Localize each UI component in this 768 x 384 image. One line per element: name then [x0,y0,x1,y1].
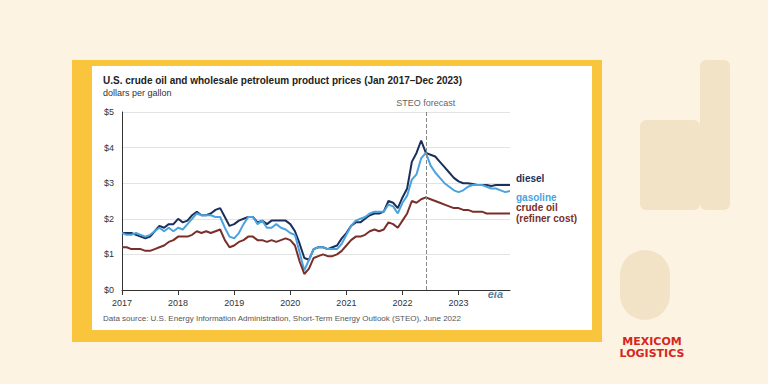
svg-text:eia: eia [488,288,503,300]
svg-text:2017: 2017 [112,298,132,308]
svg-text:$4: $4 [104,143,114,153]
svg-text:crude oil: crude oil [516,202,558,213]
svg-text:STEO forecast: STEO forecast [396,98,456,108]
svg-text:U.S. crude oil and wholesale p: U.S. crude oil and wholesale petroleum p… [103,75,462,86]
html-text:MEXICOM LOGISTICS: MEXICOM LOGISTICS [619,335,685,360]
svg-text:gasoline: gasoline [516,192,557,203]
svg-text:2018: 2018 [168,298,188,308]
svg-text:2019: 2019 [224,298,244,308]
svg-text:$0: $0 [104,285,114,295]
svg-text:2023: 2023 [449,298,469,308]
svg-text:(refiner cost): (refiner cost) [516,213,577,224]
svg-text:2022: 2022 [392,298,412,308]
svg-text:diesel: diesel [516,173,545,184]
svg-text:$2: $2 [104,214,114,224]
svg-text:2021: 2021 [336,298,356,308]
svg-text:$5: $5 [104,107,114,117]
svg-text:$1: $1 [104,249,114,259]
svg-text:Data source: U.S. Energy Infor: Data source: U.S. Energy Information Adm… [103,314,461,323]
svg-text:2020: 2020 [280,298,300,308]
svg-text:$3: $3 [104,178,114,188]
svg-text:dollars per gallon: dollars per gallon [103,88,172,98]
